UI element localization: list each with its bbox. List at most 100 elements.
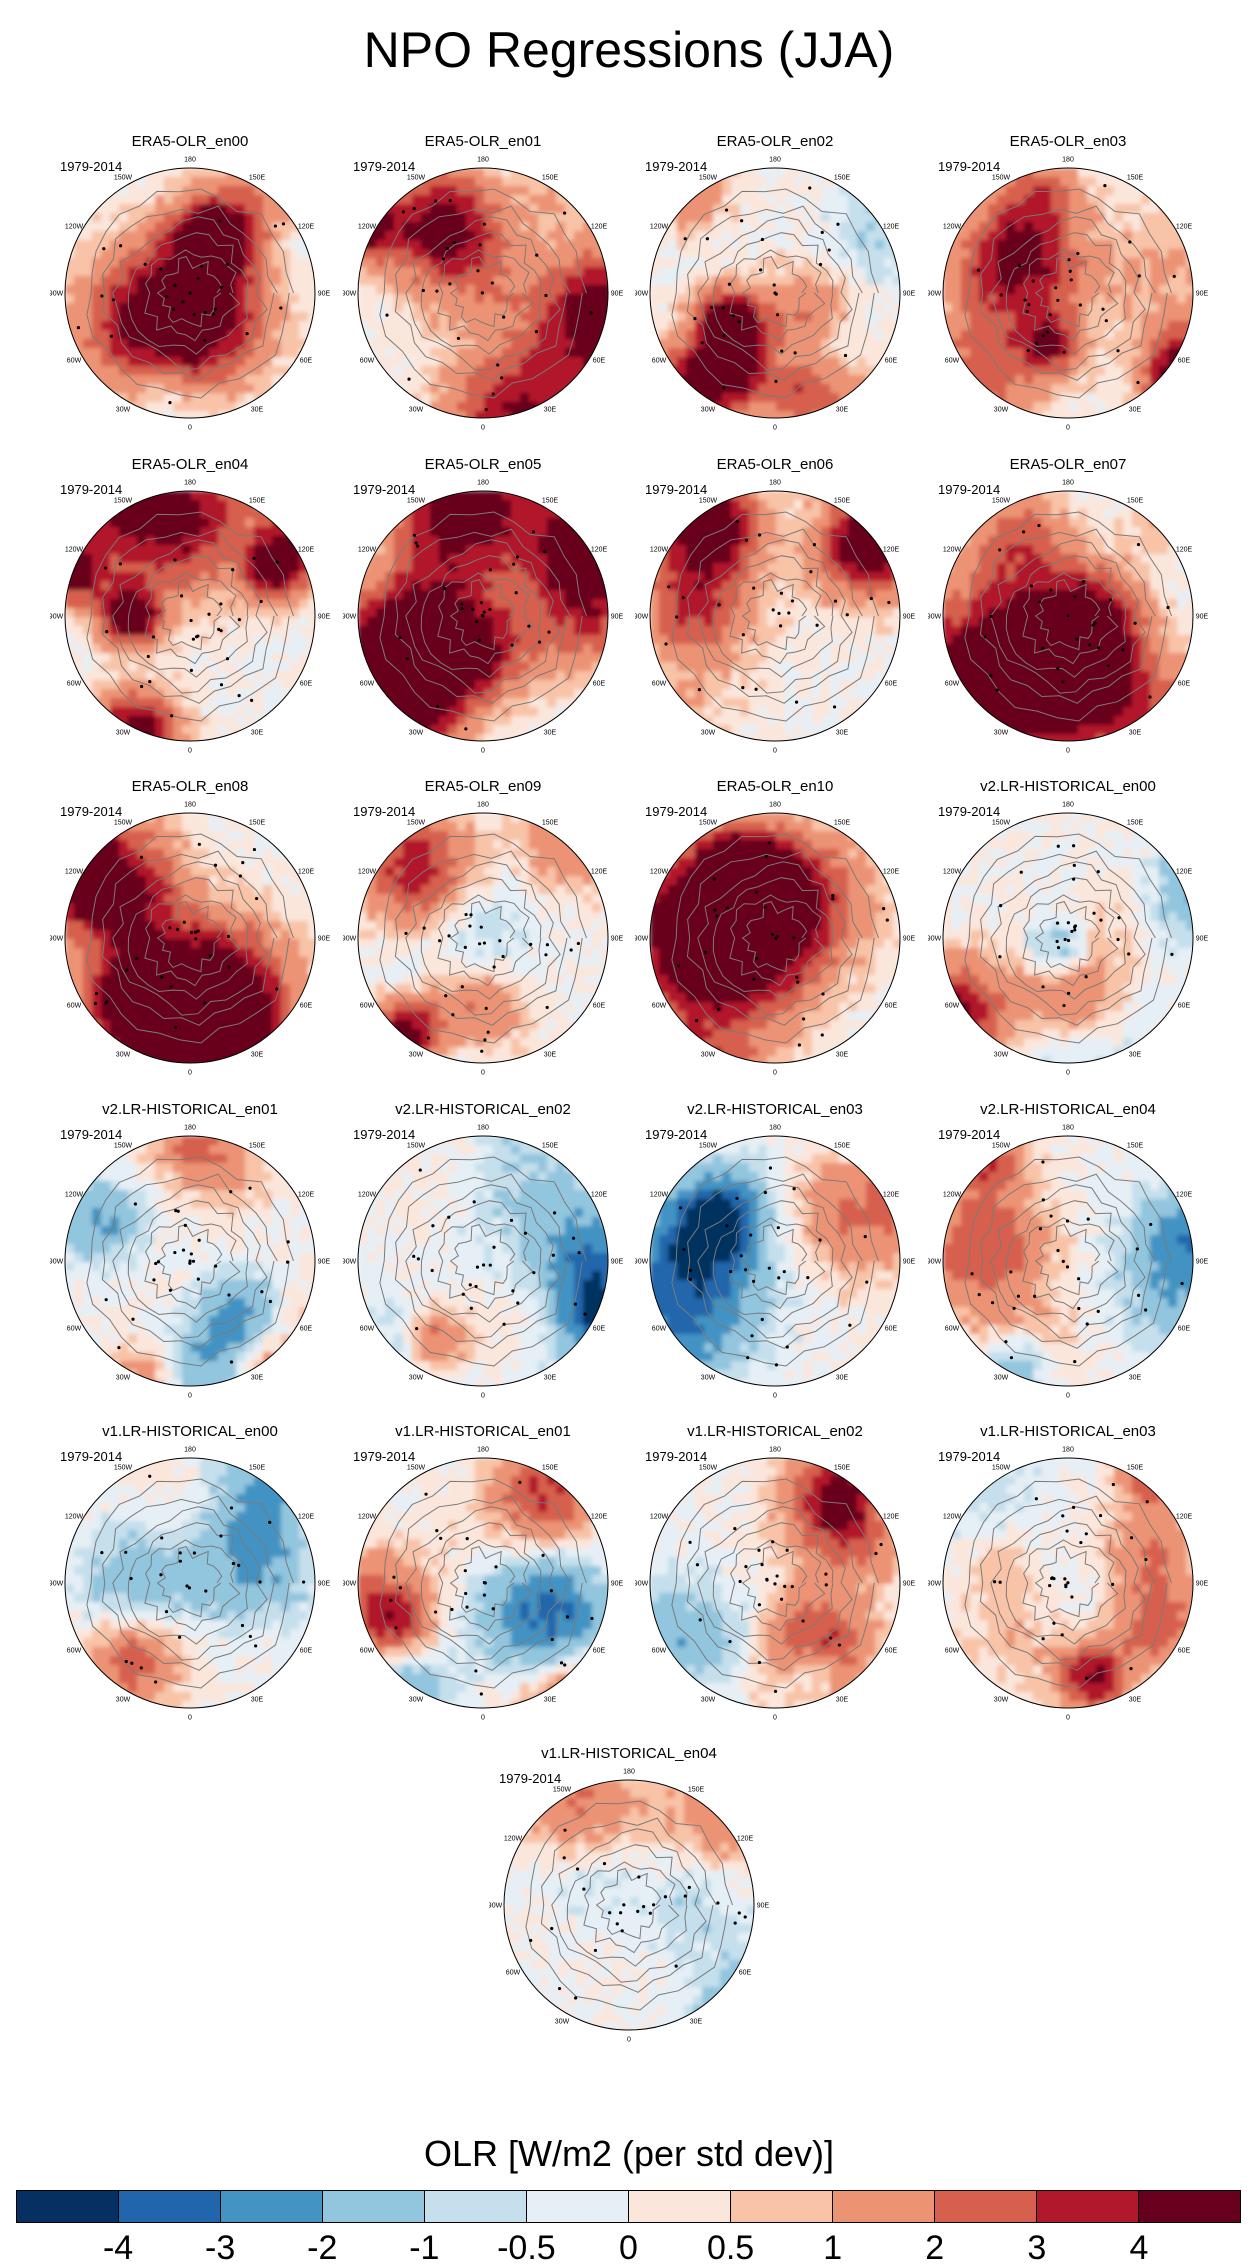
longitude-label: 60E	[593, 681, 606, 688]
longitude-label: 30E	[544, 407, 557, 414]
longitude-label: 0	[481, 1070, 485, 1077]
longitude-label: 60W	[945, 1003, 960, 1010]
longitude-label: 150W	[992, 175, 1011, 182]
longitude-label: 90E	[611, 291, 623, 298]
longitude-label: 120W	[650, 1514, 669, 1521]
longitude-label: 30E	[251, 730, 264, 737]
longitude-label: 60W	[67, 1003, 82, 1010]
longitude-label: 120W	[358, 224, 377, 231]
longitude-label: 30W	[701, 730, 716, 737]
colorbar-swatch	[119, 2191, 221, 2222]
colorbar-tick: 0.5	[707, 2228, 754, 2268]
longitude-label: 90E	[1196, 1581, 1208, 1588]
longitude-label: 150W	[992, 820, 1011, 827]
longitude-label: 120W	[65, 1514, 84, 1521]
longitude-label: 30W	[701, 1375, 716, 1382]
longitude-label: 90E	[903, 291, 915, 298]
longitude-label: 120W	[504, 1836, 523, 1843]
colorbar-tick: -3	[205, 2228, 235, 2268]
longitude-label: 180	[184, 802, 196, 809]
longitude-label: 120E	[591, 1514, 608, 1521]
longitude-label: 150E	[542, 498, 559, 505]
longitude-label: 90W	[50, 291, 64, 298]
longitude-label: 30W	[994, 1375, 1009, 1382]
longitude-label: 30W	[701, 1697, 716, 1704]
longitude-label: 90E	[318, 291, 330, 298]
longitude-label: 60W	[360, 681, 375, 688]
longitude-label: 60E	[885, 1326, 898, 1333]
colorbar-tick: -4	[103, 2228, 133, 2268]
longitude-label: 60W	[67, 681, 82, 688]
longitude-label: 90W	[343, 936, 357, 943]
longitude-label: 30W	[116, 407, 131, 414]
longitude-label: 30W	[994, 407, 1009, 414]
longitude-label: 120W	[943, 1192, 962, 1199]
longitude-label: 120W	[65, 869, 84, 876]
longitude-label: 180	[1062, 1447, 1074, 1454]
longitude-label: 150E	[834, 1465, 851, 1472]
longitude-label: 180	[623, 1769, 635, 1776]
longitude-label: 90W	[928, 1581, 942, 1588]
longitude-label: 150W	[114, 1465, 133, 1472]
longitude-label: 30E	[251, 1052, 264, 1059]
longitude-label: 150E	[249, 1465, 266, 1472]
longitude-label: 180	[1062, 1125, 1074, 1132]
longitude-label: 30E	[1129, 1697, 1142, 1704]
longitude-label: 150E	[249, 175, 266, 182]
longitude-label: 30E	[1129, 730, 1142, 737]
longitude-label: 120W	[650, 224, 669, 231]
longitude-label: 120E	[1176, 1514, 1193, 1521]
longitude-label: 120E	[883, 1514, 900, 1521]
longitude-label: 60E	[593, 358, 606, 365]
longitude-label: 120E	[298, 547, 315, 554]
longitude-label: 150E	[542, 175, 559, 182]
longitude-label: 180	[1062, 480, 1074, 487]
longitude-label: 120W	[65, 224, 84, 231]
longitude-label: 90E	[318, 936, 330, 943]
longitude-label: 90E	[611, 1581, 623, 1588]
longitude-label: 60E	[885, 358, 898, 365]
longitude-label: 60E	[593, 1326, 606, 1333]
longitude-label: 150E	[249, 1143, 266, 1150]
longitude-label: 60W	[360, 1648, 375, 1655]
longitude-label: 150W	[992, 1143, 1011, 1150]
longitude-label: 30W	[409, 730, 424, 737]
longitude-label: 180	[184, 480, 196, 487]
longitude-label: 120W	[358, 547, 377, 554]
colorbar-swatch	[527, 2191, 629, 2222]
longitude-label: 30E	[544, 1697, 557, 1704]
longitude-label: 0	[1066, 1393, 1070, 1400]
longitude-label: 180	[769, 480, 781, 487]
longitude-label: 60E	[885, 1648, 898, 1655]
longitude-label: 60W	[360, 1326, 375, 1333]
longitude-label: 90E	[611, 936, 623, 943]
colorbar-tick: 2	[925, 2228, 944, 2268]
longitude-label: 30E	[1129, 1375, 1142, 1382]
longitude-label: 60E	[300, 1003, 313, 1010]
longitude-label: 30W	[994, 1697, 1009, 1704]
longitude-label: 30E	[1129, 1052, 1142, 1059]
longitude-label: 0	[1066, 748, 1070, 755]
longitude-label: 60E	[300, 681, 313, 688]
longitude-label: 150W	[699, 820, 718, 827]
longitude-label: 120E	[591, 547, 608, 554]
longitude-label: 60E	[1178, 1648, 1191, 1655]
longitude-label: 0	[773, 425, 777, 432]
longitude-label: 30E	[251, 407, 264, 414]
longitude-label: 90W	[635, 614, 649, 621]
longitude-label: 180	[477, 157, 489, 164]
